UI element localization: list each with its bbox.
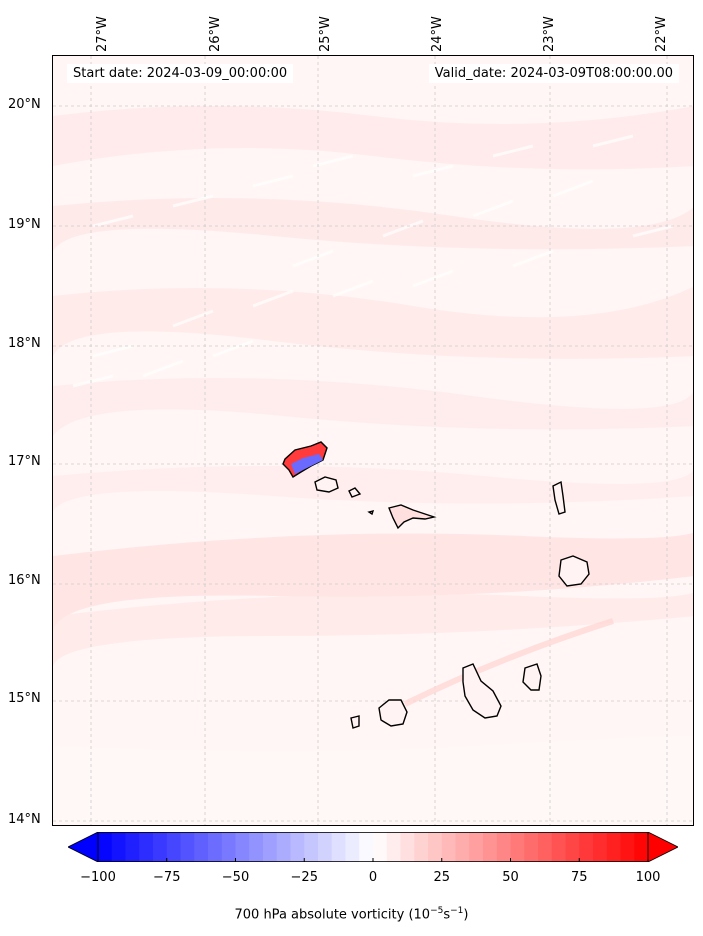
colorbar xyxy=(67,831,679,863)
colorbar-segment xyxy=(194,832,209,862)
latitude-label: 18°N xyxy=(8,336,41,351)
colorbar-segment xyxy=(386,832,401,862)
graticule xyxy=(53,56,693,825)
colorbar-segment xyxy=(125,832,140,862)
vorticity-field xyxy=(53,56,693,825)
colorbar-segment xyxy=(249,832,264,862)
colorbar-tick-label: 50 xyxy=(502,870,519,885)
colorbar-max-extension xyxy=(647,831,679,863)
colorbar-segment xyxy=(263,832,278,862)
latitude-label: 20°N xyxy=(8,97,41,112)
colorbar-segment xyxy=(606,832,621,862)
longitude-label: 25°W xyxy=(318,16,333,52)
longitude-label: 22°W xyxy=(654,16,669,52)
island-fogo xyxy=(378,699,408,727)
colorbar-segment xyxy=(304,832,319,862)
colorbar-segment xyxy=(373,832,388,862)
colorbar-tick-label: 0 xyxy=(368,870,378,885)
colorbar-segment xyxy=(441,832,456,862)
colorbar-segment xyxy=(414,832,429,862)
colorbar-segment xyxy=(98,832,113,862)
island-santiago xyxy=(462,663,502,719)
island-brava xyxy=(350,715,360,729)
colorbar-tick-label: 100 xyxy=(635,870,661,885)
colorbar-segment xyxy=(579,832,594,862)
colorbar-segment xyxy=(455,832,470,862)
colorbar-segment xyxy=(469,832,484,862)
colorbar-tick-label: 25 xyxy=(433,870,451,885)
latitude-label: 15°N xyxy=(8,691,41,706)
colorbar-tick-label: −100 xyxy=(80,870,116,885)
colorbar-segment xyxy=(139,832,154,862)
colorbar-segment xyxy=(496,832,511,862)
colorbar-segment xyxy=(428,832,443,862)
island-maio xyxy=(522,663,542,691)
island-branco xyxy=(367,510,375,516)
longitude-label: 26°W xyxy=(208,16,223,52)
colorbar-segment xyxy=(221,832,236,862)
island-boa-vista xyxy=(558,555,590,587)
colorbar-gradient xyxy=(67,831,679,863)
colorbar-segment xyxy=(180,832,195,862)
colorbar-segment xyxy=(166,832,181,862)
colorbar-segment xyxy=(565,832,580,862)
colorbar-segment xyxy=(345,832,360,862)
colorbar-segment xyxy=(111,832,126,862)
colorbar-tick-label: −50 xyxy=(221,870,250,885)
colorbar-segment xyxy=(593,832,608,862)
colorbar-segment xyxy=(620,832,635,862)
islands xyxy=(282,441,590,729)
colorbar-segment xyxy=(483,832,498,862)
island-sao-vicente xyxy=(314,476,339,493)
colorbar-segment xyxy=(235,832,250,862)
colorbar-segment xyxy=(208,832,223,862)
colorbar-segment xyxy=(400,832,415,862)
colorbar-segment xyxy=(538,832,553,862)
island-santa-luzia xyxy=(348,487,362,498)
colorbar-segment xyxy=(276,832,291,862)
colorbar-segment xyxy=(634,832,649,862)
colorbar-tick-label: −25 xyxy=(290,870,318,885)
start-date-label: Start date: 2024-03-09_00:00:00 xyxy=(67,64,294,83)
colorbar-segment xyxy=(359,832,374,862)
longitude-label: 24°W xyxy=(430,16,445,52)
colorbar-title: 700 hPa absolute vorticity (10−5s−1) xyxy=(234,906,469,923)
colorbar-segment xyxy=(318,832,333,862)
island-sao-nicolau xyxy=(388,504,437,530)
colorbar-segment xyxy=(551,832,566,862)
island-sal xyxy=(552,480,566,515)
colorbar-tick-label: 75 xyxy=(570,870,588,885)
latitude-label: 17°N xyxy=(8,454,41,469)
vorticity-streak xyxy=(403,618,614,707)
latitude-label: 14°N xyxy=(8,812,41,827)
colorbar-tick-label: −75 xyxy=(153,870,181,885)
latitude-label: 19°N xyxy=(8,217,41,232)
colorbar-segment xyxy=(331,832,346,862)
longitude-label: 27°W xyxy=(95,16,110,52)
colorbar-min-extension xyxy=(67,831,99,863)
wave-streaks xyxy=(72,134,674,388)
colorbar-segment xyxy=(510,832,525,862)
longitude-label: 23°W xyxy=(542,16,557,52)
colorbar-segment xyxy=(153,832,168,862)
valid-date-label: Valid_date: 2024-03-09T08:00:00.00 xyxy=(428,64,679,83)
vorticity-bands xyxy=(53,56,693,825)
colorbar-segment xyxy=(290,832,305,862)
colorbar-segment xyxy=(524,832,539,862)
latitude-label: 16°N xyxy=(8,573,41,588)
map-panel: Start date: 2024-03-09_00:00:00 Valid_da… xyxy=(52,55,694,826)
